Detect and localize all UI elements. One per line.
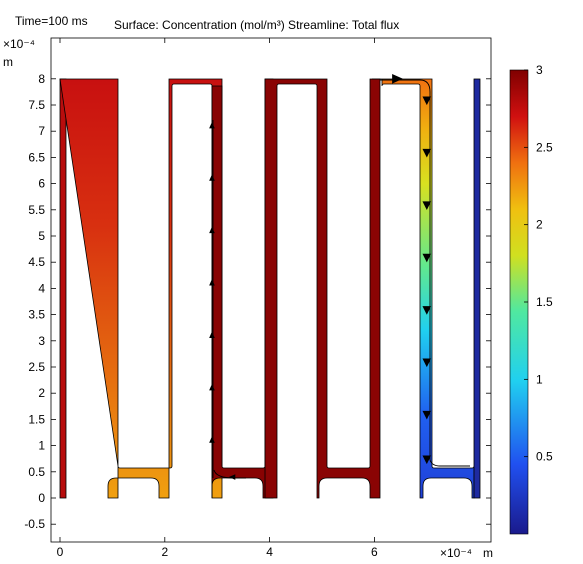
y-tick-label: 7	[38, 124, 45, 138]
y-tick-label: 6	[38, 177, 45, 191]
y-tick-label: -0.5	[24, 517, 45, 531]
streamline-top-right	[380, 79, 431, 460]
streamline-arrow-left	[228, 474, 236, 480]
y-axis-multiplier: ×10⁻⁴	[3, 37, 35, 51]
region-left-strip	[59, 78, 67, 499]
colorbar-tick-label: 3	[536, 63, 543, 77]
streamline-arrow-up	[209, 121, 215, 129]
concentration-surface	[59, 78, 481, 499]
streamline-arrows	[209, 73, 432, 480]
y-tick-label: 1	[38, 439, 45, 453]
y-tick-label: 1.5	[28, 412, 45, 426]
time-label: Time=100 ms	[15, 14, 88, 28]
streamline-arrow-up	[209, 436, 215, 443]
streamline-arrow-down	[422, 410, 432, 420]
y-tick-label: 2.5	[28, 360, 45, 374]
x-axis-ticks: 0 2 4 6	[57, 38, 378, 559]
colorbar-tick-label: 1.5	[536, 295, 553, 309]
y-tick-label: 4	[38, 281, 45, 295]
streamline-arrow-down	[422, 358, 432, 368]
x-axis-unit: m	[483, 546, 493, 560]
streamline-arrow-up	[209, 174, 215, 181]
streamline-arrow-up	[209, 279, 215, 286]
region-dark-middle	[264, 78, 381, 499]
x-tick-label: 0	[57, 545, 64, 559]
colorbar-tick-label: 1	[536, 372, 543, 386]
x-tick-label: 4	[266, 545, 273, 559]
streamline-arrow-down	[422, 455, 432, 465]
streamline-arrow-down	[422, 201, 432, 210]
streamline-arrow-up	[209, 331, 215, 338]
colorbar-tick-label: 2	[536, 218, 543, 232]
streamline-arrow-down	[422, 96, 432, 106]
y-tick-label: 5.5	[28, 203, 45, 217]
y-tick-label: 6.5	[28, 150, 45, 164]
streamline-arrow-up	[209, 226, 215, 234]
y-tick-label: 7.5	[28, 98, 45, 112]
streamline-arrow-right	[392, 73, 403, 84]
colorbar-tick-label: 0.5	[536, 450, 553, 464]
plot-title: Surface: Concentration (mol/m³) Streamli…	[114, 18, 399, 32]
streamline-arrow-up	[209, 383, 215, 391]
colorbar-tick-label: 2.5	[536, 140, 553, 154]
y-axis-unit: m	[3, 55, 13, 69]
x-tick-label: 2	[161, 545, 168, 559]
region-right-strip	[473, 78, 481, 499]
y-tick-label: 0.5	[28, 465, 45, 479]
streamline-right-bottom	[429, 459, 470, 467]
streamline-arrow-down	[422, 148, 432, 158]
x-axis-multiplier: ×10⁻⁴	[440, 546, 472, 560]
y-tick-label: 4.5	[28, 255, 45, 269]
x-tick-label: 6	[371, 545, 378, 559]
y-tick-label: 3	[38, 334, 45, 348]
streamline-arrow-down	[422, 253, 432, 263]
streamline-arrow-down	[422, 306, 432, 315]
region-left-u	[59, 78, 223, 499]
y-axis-ticks: -0.5 0 0.5 1 1.5 2 2.5 3 3.5 4 4.5 5 5.5 6 6.5 7 7.5 8	[24, 72, 491, 531]
y-tick-label: 0	[38, 491, 45, 505]
y-tick-label: 3.5	[28, 308, 45, 322]
y-tick-label: 8	[38, 72, 45, 86]
y-tick-label: 5	[38, 229, 45, 243]
colorbar-ticks: 0.5 1 1.5 2 2.5 3	[524, 63, 553, 464]
region-right-u	[372, 78, 475, 499]
y-tick-label: 2	[38, 386, 45, 400]
